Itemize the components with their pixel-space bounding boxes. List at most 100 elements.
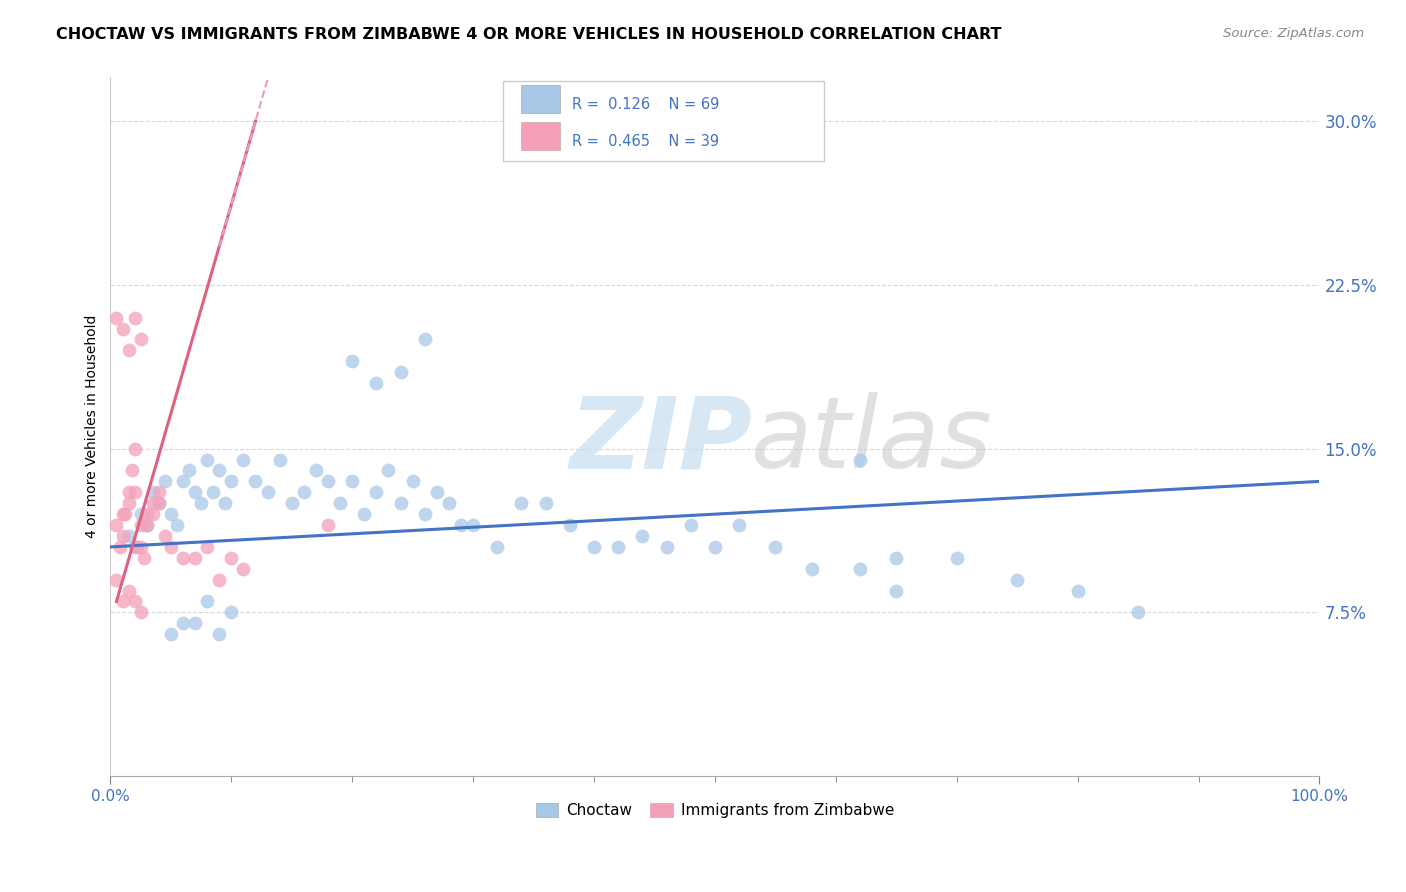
Point <box>153 529 176 543</box>
Text: atlas: atlas <box>751 392 993 490</box>
Point <box>377 463 399 477</box>
Point <box>190 496 212 510</box>
Point <box>342 354 364 368</box>
FancyBboxPatch shape <box>522 122 560 150</box>
Point <box>292 485 315 500</box>
Point <box>245 475 267 489</box>
Point <box>221 606 243 620</box>
Text: Source: ZipAtlas.com: Source: ZipAtlas.com <box>1223 27 1364 40</box>
Point <box>510 496 533 510</box>
Point <box>184 616 207 631</box>
Point <box>763 540 786 554</box>
Point <box>221 475 243 489</box>
Point <box>135 518 157 533</box>
Point <box>849 452 872 467</box>
Point <box>124 485 146 500</box>
Point <box>402 475 425 489</box>
Text: R =  0.465    N = 39: R = 0.465 N = 39 <box>572 134 720 149</box>
Point <box>142 485 165 500</box>
Point <box>105 573 128 587</box>
Point <box>129 507 152 521</box>
Point <box>114 507 136 521</box>
Point <box>631 529 654 543</box>
Point <box>124 442 146 456</box>
Point <box>208 573 231 587</box>
Point <box>208 463 231 477</box>
Point <box>269 452 291 467</box>
Point <box>177 463 200 477</box>
Point <box>111 594 134 608</box>
FancyBboxPatch shape <box>503 81 824 161</box>
Point <box>129 518 152 533</box>
Point <box>134 550 156 565</box>
Point <box>1066 583 1088 598</box>
Point <box>124 594 146 608</box>
Point <box>172 475 194 489</box>
Text: CHOCTAW VS IMMIGRANTS FROM ZIMBABWE 4 OR MORE VEHICLES IN HOUSEHOLD CORRELATION : CHOCTAW VS IMMIGRANTS FROM ZIMBABWE 4 OR… <box>56 27 1001 42</box>
Point <box>607 540 630 554</box>
Point <box>153 475 176 489</box>
Point <box>316 518 339 533</box>
Point <box>148 496 170 510</box>
Point <box>342 475 364 489</box>
Y-axis label: 4 or more Vehicles in Household: 4 or more Vehicles in Household <box>86 315 100 539</box>
Point <box>884 583 907 598</box>
Point <box>142 507 165 521</box>
Point <box>105 518 128 533</box>
Point <box>129 540 152 554</box>
Point <box>117 529 139 543</box>
Point <box>135 518 157 533</box>
Text: R =  0.126    N = 69: R = 0.126 N = 69 <box>572 97 720 112</box>
Point <box>117 485 139 500</box>
Point <box>426 485 449 500</box>
Point <box>172 616 194 631</box>
Point <box>256 485 278 500</box>
Legend: Choctaw, Immigrants from Zimbabwe: Choctaw, Immigrants from Zimbabwe <box>530 797 900 824</box>
Point <box>117 583 139 598</box>
Point <box>800 562 823 576</box>
Point <box>160 627 183 641</box>
Point <box>172 550 194 565</box>
Point <box>111 507 134 521</box>
Text: ZIP: ZIP <box>569 392 752 490</box>
Point <box>389 365 412 379</box>
Point <box>195 540 218 554</box>
Point <box>117 343 139 358</box>
Point <box>117 496 139 510</box>
Point <box>329 496 352 510</box>
Point <box>1126 606 1149 620</box>
Point <box>166 518 188 533</box>
Point <box>135 507 157 521</box>
Point <box>184 550 207 565</box>
Point <box>111 321 134 335</box>
Point <box>142 496 165 510</box>
Point <box>124 310 146 325</box>
FancyBboxPatch shape <box>522 86 560 113</box>
Point <box>221 550 243 565</box>
Point <box>125 540 148 554</box>
Point <box>316 475 339 489</box>
Point <box>728 518 751 533</box>
Point <box>232 562 254 576</box>
Point <box>655 540 678 554</box>
Point <box>129 606 152 620</box>
Point <box>703 540 725 554</box>
Point <box>202 485 225 500</box>
Point <box>214 496 236 510</box>
Point <box>129 333 152 347</box>
Point <box>1005 573 1028 587</box>
Point <box>389 496 412 510</box>
Point <box>105 310 128 325</box>
Point <box>679 518 702 533</box>
Point <box>305 463 328 477</box>
Point <box>353 507 375 521</box>
Point <box>450 518 472 533</box>
Point <box>184 485 207 500</box>
Point <box>160 507 183 521</box>
Point <box>534 496 557 510</box>
Point <box>884 550 907 565</box>
Point <box>463 518 485 533</box>
Point <box>558 518 581 533</box>
Point <box>124 540 146 554</box>
Point <box>160 540 183 554</box>
